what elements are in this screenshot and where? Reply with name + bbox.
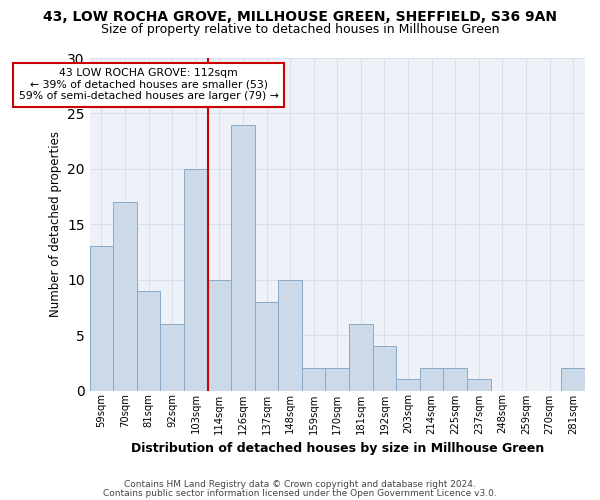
Bar [278,280,302,390]
Bar [113,202,137,390]
X-axis label: Distribution of detached houses by size in Millhouse Green: Distribution of detached houses by size … [131,442,544,455]
Bar [302,368,325,390]
Y-axis label: Number of detached properties: Number of detached properties [49,132,62,318]
Bar [208,280,231,390]
Text: Contains public sector information licensed under the Open Government Licence v3: Contains public sector information licen… [103,488,497,498]
Bar [137,291,160,390]
Text: Contains HM Land Registry data © Crown copyright and database right 2024.: Contains HM Land Registry data © Crown c… [124,480,476,489]
Bar [231,124,255,390]
Text: 43, LOW ROCHA GROVE, MILLHOUSE GREEN, SHEFFIELD, S36 9AN: 43, LOW ROCHA GROVE, MILLHOUSE GREEN, SH… [43,10,557,24]
Bar [255,302,278,390]
Bar [562,368,585,390]
Bar [396,380,420,390]
Bar [373,346,396,391]
Bar [160,324,184,390]
Bar [325,368,349,390]
Text: 43 LOW ROCHA GROVE: 112sqm
← 39% of detached houses are smaller (53)
59% of semi: 43 LOW ROCHA GROVE: 112sqm ← 39% of deta… [19,68,278,101]
Bar [349,324,373,390]
Bar [467,380,491,390]
Bar [89,246,113,390]
Bar [184,169,208,390]
Text: Size of property relative to detached houses in Millhouse Green: Size of property relative to detached ho… [101,22,499,36]
Bar [443,368,467,390]
Bar [420,368,443,390]
